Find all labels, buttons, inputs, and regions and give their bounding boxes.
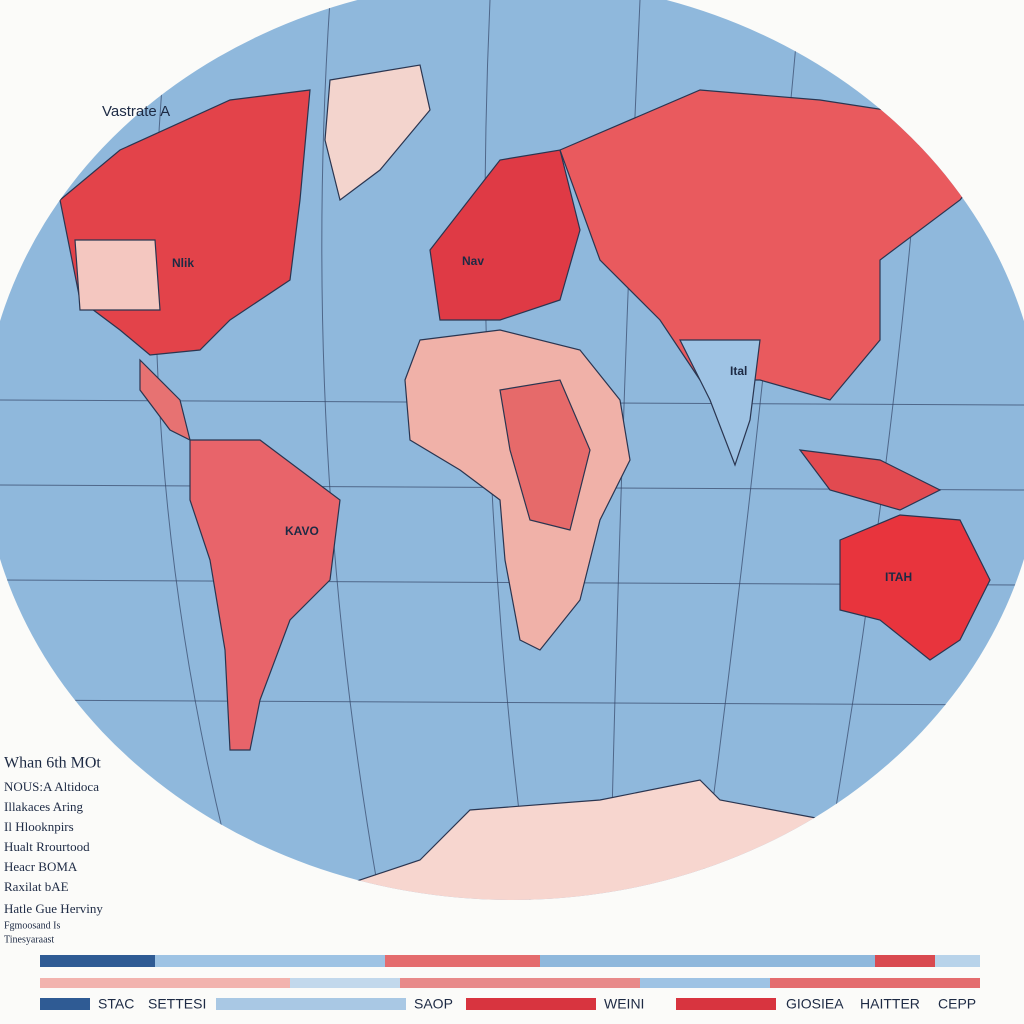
map-title: Vastrate A	[102, 103, 170, 120]
legend-line: Il Hlooknpirs	[4, 819, 74, 834]
india	[679, 339, 761, 467]
south-america	[189, 439, 341, 751]
australia	[839, 514, 991, 661]
map-label: Nlik	[172, 256, 194, 270]
asia	[559, 89, 1001, 401]
africa	[404, 329, 631, 651]
legend-line: Whan 6th MOt	[4, 755, 101, 772]
legend: Whan 6th MOt NOUS:A Altidoca Illakaces A…	[4, 755, 103, 946]
map-label: Nav	[462, 254, 484, 268]
greenland	[324, 64, 431, 202]
key-label: HAITTER	[860, 996, 920, 1012]
legend-line: Tinesyaraast	[4, 934, 54, 945]
key-label: STAC	[98, 996, 134, 1012]
map-label: ITAH	[885, 570, 912, 584]
legend-line: NOUS:A Altidoca	[4, 779, 99, 794]
legend-line: Illakaces Aring	[4, 799, 84, 814]
central-africa	[499, 379, 591, 531]
southeast-asia	[798, 449, 942, 511]
legend-line: Raxilat bAE	[4, 879, 69, 894]
map-label: Ital	[730, 364, 747, 378]
map-labels: Nlik Nav KAVO Ital ITAH	[172, 254, 912, 584]
map-label: KAVO	[285, 524, 319, 538]
europe	[429, 149, 581, 321]
key: STAC SETTESI SAOP WEINI GIOSIEA HAITTER …	[40, 996, 976, 1012]
key-label: WEINI	[604, 996, 644, 1012]
color-bars	[40, 955, 980, 988]
north-america-west	[74, 239, 161, 311]
key-label: CEPP	[938, 996, 976, 1012]
legend-line: Heacr BOMA	[4, 859, 78, 874]
legend-line: Fgmoosand Is	[4, 920, 61, 931]
central-america	[139, 358, 191, 442]
key-label: SETTESI	[148, 996, 206, 1012]
legend-line: Hatle Gue Herviny	[4, 901, 103, 916]
key-label: SAOP	[414, 996, 453, 1012]
key-label: GIOSIEA	[786, 996, 844, 1012]
legend-line: Hualt Rrourtood	[4, 839, 90, 854]
